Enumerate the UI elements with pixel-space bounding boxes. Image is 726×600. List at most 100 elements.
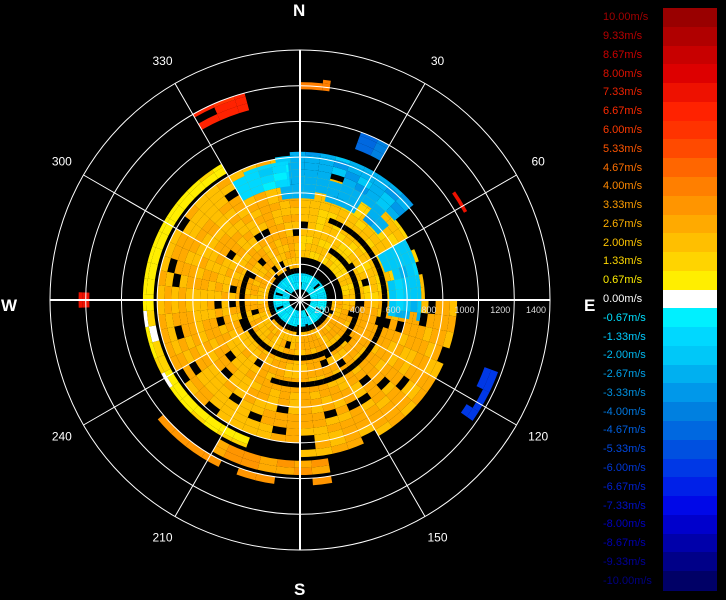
velocity-cell [373,328,383,339]
velocity-cell [279,390,291,400]
velocity-cell [225,225,238,238]
velocity-cell [240,457,260,470]
velocity-cell [219,354,231,367]
velocity-cell [350,363,363,376]
velocity-cell [369,307,379,317]
velocity-cell [271,165,287,175]
colorbar-swatch [663,270,717,291]
velocity-cell [281,272,287,279]
velocity-cell [358,423,375,438]
velocity-cell [285,427,300,436]
velocity-cell [369,233,381,246]
velocity-cell [339,184,355,196]
colorbar-tick-label: -4.67m/s [603,424,646,437]
velocity-cell [300,355,307,361]
velocity-cell [376,174,392,187]
velocity-cell [420,286,425,300]
velocity-cell [304,341,311,350]
azimuth-tick-label: 60 [531,155,545,169]
velocity-cell [313,321,319,328]
velocity-cell [322,79,331,85]
velocity-cell [303,316,308,325]
velocity-cell [230,357,243,370]
velocity-cell [271,326,280,335]
azimuth-spoke [299,174,517,301]
velocity-cell [282,302,290,306]
velocity-feature-0 [157,157,300,443]
velocity-cell [317,337,325,346]
velocity-cell [408,323,419,338]
velocity-feature-8 [239,247,361,361]
velocity-cell [179,274,189,289]
velocity-cell [252,313,261,321]
velocity-cell [338,368,349,378]
velocity-cell [425,313,435,329]
range-tick-label: 1200 [490,305,510,315]
velocity-cell [300,235,307,244]
velocity-cell [305,268,310,275]
colorbar-tick-label: -6.67m/s [603,480,646,493]
velocity-cell [362,379,377,393]
velocity-cell [274,411,289,421]
velocity-cell [154,357,165,374]
velocity-cell [435,329,447,347]
velocity-cell [317,350,325,358]
velocity-cell [209,317,219,329]
velocity-cell [287,277,293,285]
velocity-cell [339,417,356,430]
velocity-cell [305,243,312,252]
velocity-cell [285,228,294,238]
velocity-cell [253,191,267,203]
colorbar-swatch [663,45,717,65]
velocity-cell [144,261,151,279]
velocity-cell [315,319,322,327]
velocity-cell [211,262,222,274]
velocity-cell [336,221,347,231]
velocity-cell [169,205,185,223]
velocity-cell [359,350,369,361]
velocity-cell [223,450,243,465]
velocity-cell [233,369,246,381]
velocity-cell [313,339,321,348]
velocity-cell [228,374,242,387]
velocity-cell [289,250,296,259]
velocity-cell [357,135,377,150]
velocity-cell [170,339,183,356]
velocity-cell [314,223,325,233]
velocity-cell [202,269,212,281]
velocity-cell [258,422,274,433]
velocity-cell [283,270,290,277]
colorbar [663,8,717,591]
velocity-cell [193,193,210,210]
velocity-cell [235,182,251,195]
velocity-cell [308,251,316,260]
velocity-cell [280,237,289,246]
velocity-cell [195,213,210,229]
velocity-cell [318,163,334,174]
velocity-cell [388,300,397,311]
velocity-cell [259,384,272,396]
velocity-cell [302,268,307,274]
velocity-cell [353,341,364,353]
velocity-cell [221,300,229,309]
velocity-cell [300,427,315,436]
velocity-cell [260,314,270,322]
velocity-cell [178,300,187,313]
velocity-cell [195,371,210,387]
colorbar-tick-label: 0.00m/s [603,293,643,305]
velocity-cell [276,317,283,324]
velocity-cell [164,285,173,300]
velocity-cell [320,247,329,257]
velocity-cell [236,352,248,364]
velocity-cell [291,309,296,317]
velocity-cell [186,311,196,324]
velocity-cell [462,208,468,213]
velocity-cell [392,343,405,358]
velocity-cell [275,301,283,306]
velocity-cell [283,313,290,321]
velocity-cell [152,231,162,248]
velocity-cell [321,313,328,319]
colorbar-tick-label: 0.67m/s [603,274,643,287]
velocity-cell [182,235,195,251]
velocity-cell [305,380,316,388]
